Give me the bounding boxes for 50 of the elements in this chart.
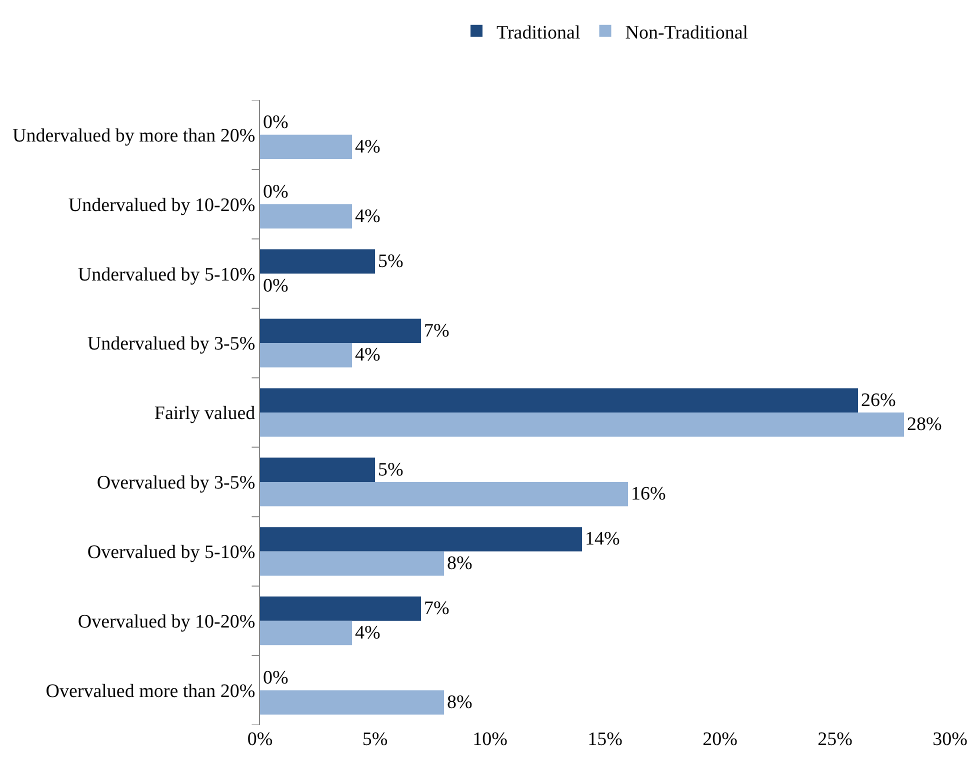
x-tick-label: 25% xyxy=(818,729,853,750)
data-label: 8% xyxy=(447,553,472,574)
data-label: 4% xyxy=(355,136,380,158)
y-tick-label: Undervalued by 5-10% xyxy=(78,264,256,286)
data-label: 16% xyxy=(631,484,666,505)
bar xyxy=(260,134,352,160)
data-label: 14% xyxy=(585,528,620,550)
data-label: 4% xyxy=(355,344,380,366)
bar xyxy=(260,318,421,344)
data-label: 8% xyxy=(447,692,472,713)
x-tick-label: 30% xyxy=(932,729,968,750)
bar xyxy=(260,596,421,621)
data-label: 4% xyxy=(355,206,380,227)
x-tick-label: 15% xyxy=(588,729,623,750)
data-label: 5% xyxy=(378,250,404,272)
bar xyxy=(260,620,352,646)
data-label: 4% xyxy=(355,622,380,644)
y-tick-label: Overvalued more than 20% xyxy=(46,680,256,702)
y-tick-label: Overvalued by 3-5% xyxy=(96,472,256,494)
y-tick-label: Undervalued by 3-5% xyxy=(87,334,256,355)
bar xyxy=(260,458,375,482)
bar xyxy=(260,551,444,576)
bar xyxy=(260,527,582,552)
y-tick-label: Undervalued by 10-20% xyxy=(68,194,256,216)
data-label: 7% xyxy=(424,598,450,620)
y-tick-label: Undervalued by more than 20% xyxy=(12,125,256,146)
x-tick-label: 0% xyxy=(247,729,273,750)
legend-label: Traditional xyxy=(496,22,580,44)
data-label: 26% xyxy=(861,390,896,411)
x-tick-label: 5% xyxy=(362,729,388,750)
data-label: 0% xyxy=(263,668,288,689)
data-label: 28% xyxy=(907,414,942,436)
y-tick-label: Overvalued by 5-10% xyxy=(87,542,256,564)
bar xyxy=(260,249,375,274)
x-tick-label: 20% xyxy=(702,729,738,750)
x-tick-label: 10% xyxy=(472,729,508,750)
data-label: 0% xyxy=(263,182,288,203)
legend-label: Non-Traditional xyxy=(625,22,748,44)
data-label: 0% xyxy=(263,275,288,296)
y-tick-label: Fairly valued xyxy=(154,403,256,424)
data-label: 7% xyxy=(424,320,450,342)
data-label: 0% xyxy=(263,112,288,134)
bar xyxy=(260,388,858,412)
bar xyxy=(260,482,628,506)
bar xyxy=(260,204,352,228)
y-tick-label: Overvalued by 10-20% xyxy=(78,611,256,632)
bar xyxy=(260,343,352,368)
data-label: 5% xyxy=(378,459,404,480)
bar xyxy=(260,412,904,437)
bar xyxy=(260,690,444,715)
